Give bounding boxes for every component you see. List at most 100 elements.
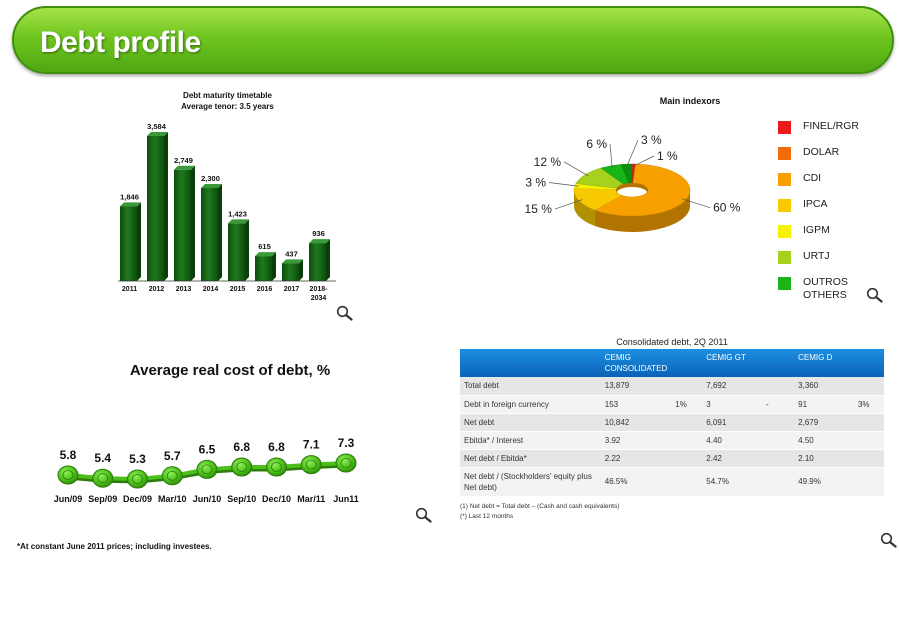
- line-category-label: Jun11: [333, 494, 359, 504]
- table-cell: 3.92: [600, 431, 672, 450]
- table-row: Total debt 13,879 7,692 3,360: [460, 377, 884, 396]
- line-point-ring: [201, 464, 213, 475]
- table-cell: 3,360: [794, 377, 854, 396]
- header-banner: Debt profile: [12, 6, 894, 74]
- legend-swatch: [778, 121, 791, 134]
- table-cell: 49.9%: [794, 467, 854, 497]
- pie-slice-label: 12 %: [534, 155, 562, 169]
- table-row: Debt in foreign currency 153 1% 3 - 91 3…: [460, 395, 884, 414]
- indexors-legend: FINEL/RGR DOLAR CDI IPCA IGPM URTJ OUTROS OTHE…: [778, 118, 888, 301]
- line-value-label: 6.8: [268, 440, 285, 454]
- line-point-ring: [132, 474, 143, 484]
- maturity-title-line1: Debt maturity timetable: [183, 91, 272, 100]
- line-point-ring: [97, 473, 109, 484]
- pie-leader-line: [563, 161, 589, 177]
- legend-swatch: [778, 225, 791, 238]
- legend-label: FINEL/RGR: [803, 120, 860, 132]
- table-header-cell: CEMIG D: [794, 349, 854, 377]
- legend-swatch: [778, 173, 791, 186]
- bar-top: [174, 165, 195, 170]
- table-header-cell: [460, 349, 601, 377]
- line-value-label: 5.7: [164, 449, 181, 463]
- magnifier-icon[interactable]: [415, 507, 433, 523]
- bar-category-label: 2017: [284, 286, 300, 293]
- table-row: Ebitda* / Interest 3.92 4.40 4.50: [460, 431, 884, 450]
- bar-top: [228, 219, 249, 224]
- table-cell: [853, 449, 884, 468]
- table-cell: [853, 431, 884, 450]
- pie-leader-line: [554, 199, 583, 210]
- pie-leader-line: [633, 155, 655, 167]
- bar-top: [201, 183, 222, 188]
- line-category-label: Mar/10: [158, 494, 187, 504]
- bar-top: [120, 202, 141, 207]
- bar-category-label: 2011: [122, 286, 137, 293]
- bar-category-label: 2034: [311, 295, 327, 302]
- line-value-label: 6.5: [199, 442, 216, 456]
- table-cell: 6,091: [702, 413, 763, 432]
- legend-label: OUTROS OTHERS: [803, 276, 848, 301]
- pie-slice-side: [574, 190, 596, 227]
- table-cell: 4.50: [794, 431, 854, 450]
- magnifier-icon[interactable]: [866, 287, 884, 303]
- pie-slice-label: 1 %: [657, 149, 678, 163]
- table-cell: [671, 431, 703, 450]
- line-point: [266, 457, 287, 477]
- line-value-label: 5.8: [60, 448, 77, 462]
- legend-swatch: [778, 147, 791, 160]
- legend-item: IPCA: [778, 196, 888, 222]
- table-cell: Net debt / Ebitda*: [460, 449, 601, 468]
- pie-slice-label: 6 %: [586, 137, 607, 151]
- bar-value-label: 615: [258, 242, 271, 251]
- pie-slice-label: 3 %: [525, 175, 546, 189]
- legend-swatch: [778, 251, 791, 264]
- table-header-cell: CEMIG GT: [702, 349, 763, 377]
- legend-item: IGPM: [778, 222, 888, 248]
- table-cell: 7,692: [702, 377, 763, 396]
- bar: [309, 243, 326, 281]
- legend-label: DOLAR: [803, 146, 840, 158]
- table-cell: [762, 467, 795, 497]
- bar-value-label: 3,584: [147, 122, 167, 131]
- table-cell: [762, 449, 795, 468]
- maturity-chart-title: Debt maturity timetable Average tenor: 3…: [140, 90, 315, 112]
- pie-slice-side: [595, 190, 690, 232]
- pie-slice-label: 3 %: [641, 133, 662, 147]
- table-cell: 2.22: [600, 449, 672, 468]
- bar: [282, 263, 299, 281]
- line-value-label: 5.3: [129, 452, 146, 466]
- indexors-chart-title: Main indexors: [659, 96, 721, 106]
- bar: [147, 136, 164, 281]
- magnifier-icon[interactable]: [336, 305, 354, 321]
- table-cell: 13,879: [600, 377, 672, 396]
- bar-category-label: 2015: [230, 286, 246, 293]
- bar-top: [309, 239, 330, 244]
- main-indexors-pie-chart: 1 % 60 % 15 % 3 % 12 % 6 % 3 %: [525, 133, 741, 232]
- bar-value-label: 2,749: [174, 156, 193, 165]
- table-cell: 2.10: [794, 449, 854, 468]
- table-cell: [671, 449, 703, 468]
- line-point-ring: [271, 462, 282, 472]
- bar: [120, 206, 137, 281]
- table-cell: 10,842: [600, 413, 672, 432]
- table-cell: [671, 467, 703, 497]
- line-point: [57, 465, 79, 485]
- bar-side: [191, 165, 195, 281]
- line-value-label: 7.1: [303, 438, 320, 452]
- bar-side: [326, 239, 330, 281]
- magnifier-icon[interactable]: [880, 532, 898, 548]
- legend-item: URTJ: [778, 248, 888, 274]
- line-category-label: Sep/09: [88, 494, 117, 504]
- table-cell: 3%: [853, 395, 884, 414]
- bar: [228, 223, 245, 281]
- table-cell: 1%: [671, 395, 703, 414]
- legend-item: FINEL/RGR: [778, 118, 888, 144]
- legend-label: CDI: [803, 172, 822, 184]
- bar-side: [164, 132, 168, 281]
- bar-value-label: 1,846: [120, 192, 139, 201]
- bar-side: [137, 202, 141, 281]
- table-row: Net debt / Ebitda* 2.22 2.42 2.10: [460, 449, 884, 468]
- table-cell: [671, 377, 703, 396]
- bar-top: [255, 252, 276, 257]
- table-cell: 4.40: [702, 431, 763, 450]
